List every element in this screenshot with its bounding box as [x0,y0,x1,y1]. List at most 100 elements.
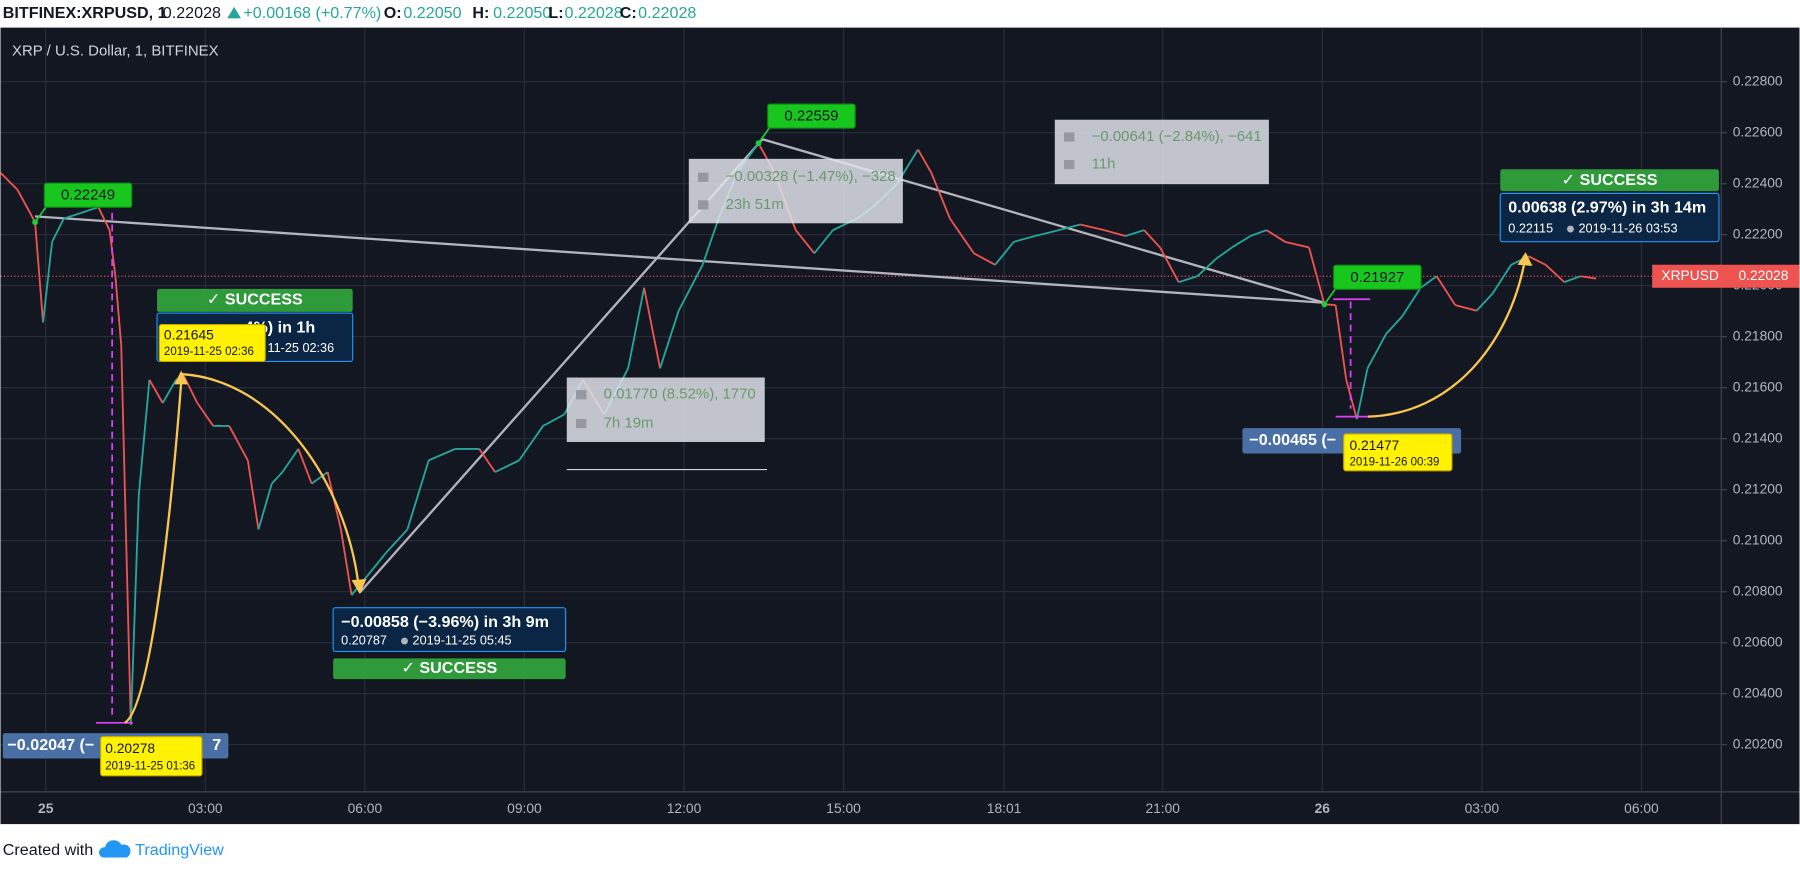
flag-label: 0.21927 [1350,269,1404,286]
price-segment [1231,235,1251,249]
price-segment [677,264,704,312]
price-segment [366,552,387,577]
footer-brand[interactable]: TradingView [135,841,224,859]
price-segment [1178,275,1198,284]
arrow-head [174,370,189,385]
price-segment [63,212,82,220]
price-segment [1401,287,1422,318]
success-text: ✓ SUCCESS [207,291,303,309]
y-tick-label: 0.20200 [1733,735,1783,751]
price-label [100,736,203,777]
price-segment [1284,240,1310,249]
note-icons [575,132,1075,429]
price-label-date: 2019-11-25 02:36 [164,346,254,358]
price-segment [1308,247,1326,305]
x-tick-label: 06:00 [348,800,383,816]
price-label [1343,433,1453,472]
last-price: 0.22028 [163,4,221,22]
forecast-date: 2019-11-25 05:45 [413,633,512,647]
price-segment [42,241,54,323]
price-segment [1366,333,1387,369]
note-text: −0.00641 (−2.84%), −641 [1092,128,1262,145]
flag-stem [34,205,48,223]
price-segment [478,448,496,473]
price-tag [1652,264,1800,288]
x-tick-label: 03:00 [188,800,223,816]
price-segment [1143,229,1161,249]
forecast-change: 0.00638 (2.97%) in 3h 14m [1508,199,1706,217]
price-segment [1345,379,1358,420]
price-segment [1265,229,1286,243]
price-segment [257,483,273,530]
icon [575,418,587,429]
flag-point [32,219,38,226]
ohlc-key: L: [548,4,563,22]
up-arrow [227,6,242,19]
x-tick-label: 09:00 [507,800,542,816]
flag [43,182,133,208]
price-segment [518,425,544,461]
price-segment [281,448,300,473]
price-segment [114,276,123,346]
y-tick-label: 0.21600 [1733,378,1783,394]
arrow-head [1517,252,1533,266]
ohlc-value: 0.22028 [638,4,696,22]
failed-change: −0.00465 (− [1249,431,1336,449]
y-tick-label: 0.21000 [1733,531,1783,547]
x-tick-label: 03:00 [1465,800,1500,816]
icon [1064,159,1075,170]
flag-label: 0.22559 [784,108,838,125]
arrow [181,372,360,585]
y-tick-label: 0.21800 [1733,327,1783,343]
price-segment [1058,223,1081,232]
price-segment [930,172,951,219]
ohlc-value: 0.22050 [493,4,551,22]
flag-point [755,140,762,147]
note-text: 7h 19m [604,415,654,432]
price-segment [129,495,140,725]
price-segment [428,448,456,462]
change: +0.00168 (+0.77%) [243,4,381,22]
price-segment [1475,292,1494,312]
price-segment [1420,275,1438,289]
ohlc-key: O: [384,4,402,22]
price-label-date: 2019-11-26 00:39 [1349,457,1439,469]
flag-label: 0.22249 [61,187,115,204]
y-tick-label: 0.22600 [1733,123,1783,139]
note-box [566,377,765,442]
x-tick-label: 06:00 [1624,800,1659,816]
ohlc-key: H: [472,4,489,22]
price-segment [311,471,329,485]
price-label-date: 2019-11-25 01:36 [105,761,195,773]
price-segment [1528,255,1547,266]
price-segment [1355,368,1369,420]
chart-title: XRP / U.S. Dollar, 1, BITFINEX [12,43,219,60]
price-segment [51,218,65,243]
forecast-change: −0.00858 (−3.96%) in 3h 9m [341,613,549,631]
flag-point [1321,301,1328,308]
forecast-date: 11-25 02:36 [268,341,335,355]
success-text: ✓ SUCCESS [1562,171,1658,189]
price-segment [137,379,151,496]
forecast-arrows [124,262,1526,724]
price-segment [1435,275,1457,306]
failed-change: −0.02047 (− [7,736,94,754]
icon [698,200,709,210]
x-tick-label: 12:00 [667,800,702,816]
price-segment [917,149,933,174]
price-segment [494,459,520,473]
price-segment [385,528,409,554]
price-segment [271,471,284,485]
x-tick-label: 25 [38,800,54,816]
failed-change: 7 [212,736,221,754]
ohlc-value: 0.22050 [403,4,461,22]
price-segment [1103,229,1126,237]
price-tag-name: XRPUSD [1661,267,1719,283]
price-segment [1080,223,1105,232]
price-label [158,324,266,362]
price-segment [1564,275,1581,283]
price-segment [0,172,19,191]
price-segment [228,425,249,461]
clock-icon [401,637,408,645]
